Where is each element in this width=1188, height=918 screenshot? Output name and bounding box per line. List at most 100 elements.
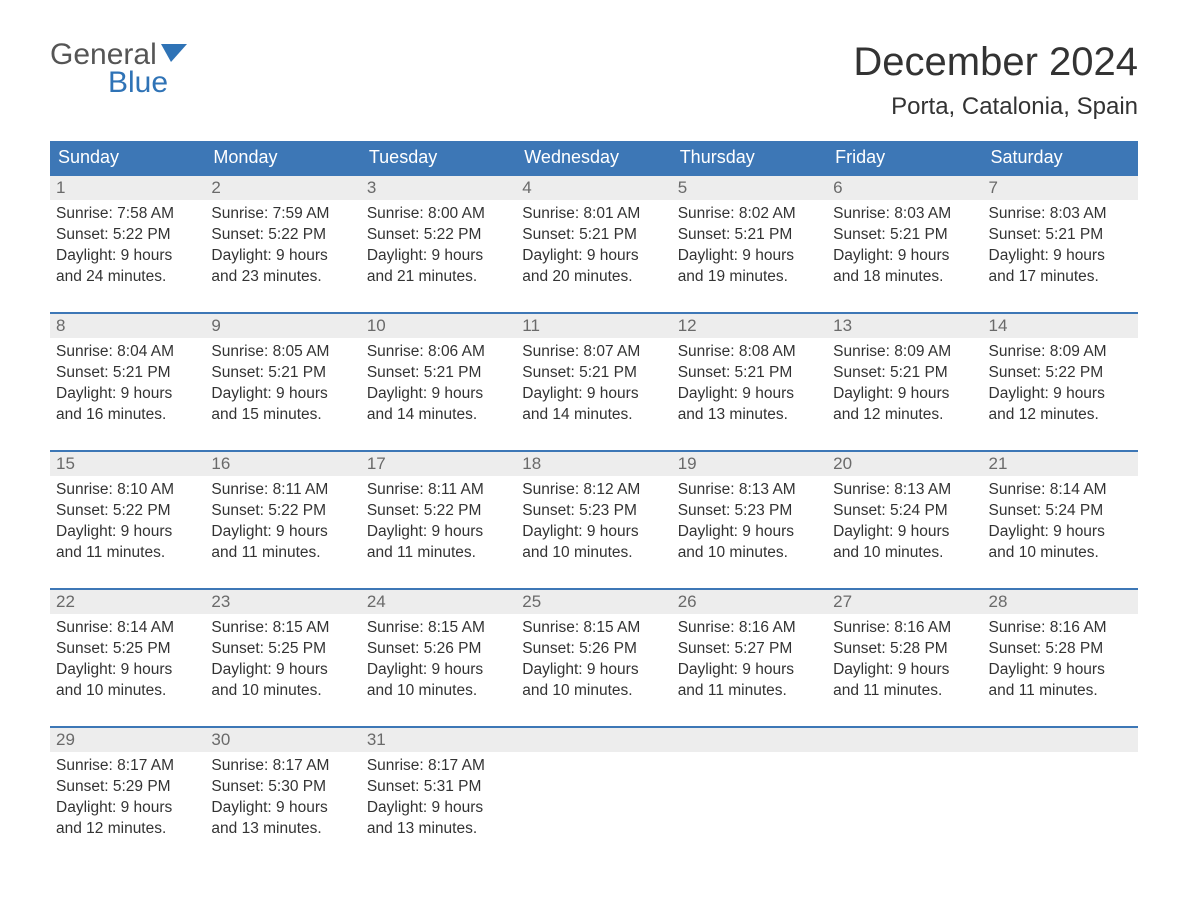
day-cell: 5Sunrise: 8:02 AMSunset: 5:21 PMDaylight… bbox=[672, 176, 827, 296]
day-body: Sunrise: 8:03 AMSunset: 5:21 PMDaylight:… bbox=[827, 200, 982, 292]
daylight-text: Daylight: 9 hours and 21 minutes. bbox=[367, 246, 510, 288]
day-number: 7 bbox=[983, 176, 1138, 200]
day-cell: 2Sunrise: 7:59 AMSunset: 5:22 PMDaylight… bbox=[205, 176, 360, 296]
day-cell: 14Sunrise: 8:09 AMSunset: 5:22 PMDayligh… bbox=[983, 314, 1138, 434]
sunrise-text: Sunrise: 8:07 AM bbox=[522, 342, 665, 363]
day-number: 19 bbox=[672, 452, 827, 476]
day-body: Sunrise: 8:01 AMSunset: 5:21 PMDaylight:… bbox=[516, 200, 671, 292]
day-header-row: SundayMondayTuesdayWednesdayThursdayFrid… bbox=[50, 141, 1138, 174]
day-number: 10 bbox=[361, 314, 516, 338]
sunrise-text: Sunrise: 8:03 AM bbox=[989, 204, 1132, 225]
sunrise-text: Sunrise: 8:17 AM bbox=[56, 756, 199, 777]
daylight-text: Daylight: 9 hours and 24 minutes. bbox=[56, 246, 199, 288]
empty-day-cell bbox=[983, 728, 1138, 848]
day-number: 15 bbox=[50, 452, 205, 476]
daylight-text: Daylight: 9 hours and 11 minutes. bbox=[833, 660, 976, 702]
sunrise-text: Sunrise: 8:04 AM bbox=[56, 342, 199, 363]
sunset-text: Sunset: 5:23 PM bbox=[678, 501, 821, 522]
day-cell: 19Sunrise: 8:13 AMSunset: 5:23 PMDayligh… bbox=[672, 452, 827, 572]
sunrise-text: Sunrise: 8:14 AM bbox=[56, 618, 199, 639]
sunset-text: Sunset: 5:21 PM bbox=[367, 363, 510, 384]
day-header: Thursday bbox=[672, 141, 827, 174]
day-cell: 6Sunrise: 8:03 AMSunset: 5:21 PMDaylight… bbox=[827, 176, 982, 296]
day-cell: 10Sunrise: 8:06 AMSunset: 5:21 PMDayligh… bbox=[361, 314, 516, 434]
sunrise-text: Sunrise: 8:08 AM bbox=[678, 342, 821, 363]
sunrise-text: Sunrise: 8:16 AM bbox=[678, 618, 821, 639]
day-header: Saturday bbox=[983, 141, 1138, 174]
sunrise-text: Sunrise: 8:16 AM bbox=[989, 618, 1132, 639]
day-cell: 7Sunrise: 8:03 AMSunset: 5:21 PMDaylight… bbox=[983, 176, 1138, 296]
daylight-text: Daylight: 9 hours and 19 minutes. bbox=[678, 246, 821, 288]
day-cell: 26Sunrise: 8:16 AMSunset: 5:27 PMDayligh… bbox=[672, 590, 827, 710]
day-body: Sunrise: 8:12 AMSunset: 5:23 PMDaylight:… bbox=[516, 476, 671, 568]
sunrise-text: Sunrise: 8:09 AM bbox=[833, 342, 976, 363]
day-cell: 11Sunrise: 8:07 AMSunset: 5:21 PMDayligh… bbox=[516, 314, 671, 434]
sunrise-text: Sunrise: 8:17 AM bbox=[367, 756, 510, 777]
day-cell: 3Sunrise: 8:00 AMSunset: 5:22 PMDaylight… bbox=[361, 176, 516, 296]
day-body: Sunrise: 8:09 AMSunset: 5:21 PMDaylight:… bbox=[827, 338, 982, 430]
sunset-text: Sunset: 5:24 PM bbox=[833, 501, 976, 522]
sunrise-text: Sunrise: 8:17 AM bbox=[211, 756, 354, 777]
day-number: 27 bbox=[827, 590, 982, 614]
day-number: 13 bbox=[827, 314, 982, 338]
sunrise-text: Sunrise: 8:00 AM bbox=[367, 204, 510, 225]
sunset-text: Sunset: 5:21 PM bbox=[833, 363, 976, 384]
day-cell: 23Sunrise: 8:15 AMSunset: 5:25 PMDayligh… bbox=[205, 590, 360, 710]
day-body: Sunrise: 7:59 AMSunset: 5:22 PMDaylight:… bbox=[205, 200, 360, 292]
day-cell: 24 Sunrise: 8:15 AMSunset: 5:26 PMDayligh… bbox=[361, 590, 516, 710]
day-body: Sunrise: 8:17 AMSunset: 5:31 PMDaylight:… bbox=[361, 752, 516, 844]
sunset-text: Sunset: 5:28 PM bbox=[833, 639, 976, 660]
day-body bbox=[672, 752, 827, 832]
day-cell: 25Sunrise: 8:15 AMSunset: 5:26 PMDayligh… bbox=[516, 590, 671, 710]
day-body: Sunrise: 8:04 AMSunset: 5:21 PMDaylight:… bbox=[50, 338, 205, 430]
sunset-text: Sunset: 5:22 PM bbox=[211, 501, 354, 522]
day-number: 29 bbox=[50, 728, 205, 752]
day-number: 25 bbox=[516, 590, 671, 614]
day-number: 21 bbox=[983, 452, 1138, 476]
sunset-text: Sunset: 5:21 PM bbox=[989, 225, 1132, 246]
day-cell: 17Sunrise: 8:11 AMSunset: 5:22 PMDayligh… bbox=[361, 452, 516, 572]
sunset-text: Sunset: 5:26 PM bbox=[367, 639, 510, 660]
page-header: General Blue December 2024 Porta, Catalo… bbox=[50, 40, 1138, 121]
day-cell: 30Sunrise: 8:17 AMSunset: 5:30 PMDayligh… bbox=[205, 728, 360, 848]
sunset-text: Sunset: 5:27 PM bbox=[678, 639, 821, 660]
day-number bbox=[672, 728, 827, 752]
sunset-text: Sunset: 5:22 PM bbox=[56, 501, 199, 522]
daylight-text: Daylight: 9 hours and 13 minutes. bbox=[678, 384, 821, 426]
day-number: 26 bbox=[672, 590, 827, 614]
day-body: Sunrise: 8:06 AMSunset: 5:21 PMDaylight:… bbox=[361, 338, 516, 430]
sunset-text: Sunset: 5:21 PM bbox=[522, 363, 665, 384]
sunrise-text: Sunrise: 8:15 AM bbox=[367, 618, 510, 639]
day-number: 28 bbox=[983, 590, 1138, 614]
daylight-text: Daylight: 9 hours and 18 minutes. bbox=[833, 246, 976, 288]
sunrise-text: Sunrise: 8:16 AM bbox=[833, 618, 976, 639]
daylight-text: Daylight: 9 hours and 14 minutes. bbox=[367, 384, 510, 426]
day-number: 17 bbox=[361, 452, 516, 476]
day-body: Sunrise: 8:10 AMSunset: 5:22 PMDaylight:… bbox=[50, 476, 205, 568]
day-number: 20 bbox=[827, 452, 982, 476]
day-number: 24 bbox=[361, 590, 516, 614]
sunrise-text: Sunrise: 8:06 AM bbox=[367, 342, 510, 363]
day-number: 8 bbox=[50, 314, 205, 338]
sunrise-text: Sunrise: 8:11 AM bbox=[367, 480, 510, 501]
sunset-text: Sunset: 5:21 PM bbox=[678, 363, 821, 384]
sunset-text: Sunset: 5:31 PM bbox=[367, 777, 510, 798]
day-body: Sunrise: 8:00 AMSunset: 5:22 PMDaylight:… bbox=[361, 200, 516, 292]
daylight-text: Daylight: 9 hours and 23 minutes. bbox=[211, 246, 354, 288]
daylight-text: Daylight: 9 hours and 10 minutes. bbox=[367, 660, 510, 702]
day-body: Sunrise: 8:07 AMSunset: 5:21 PMDaylight:… bbox=[516, 338, 671, 430]
day-header: Tuesday bbox=[361, 141, 516, 174]
sunrise-text: Sunrise: 8:05 AM bbox=[211, 342, 354, 363]
day-cell: 21Sunrise: 8:14 AMSunset: 5:24 PMDayligh… bbox=[983, 452, 1138, 572]
month-title: December 2024 bbox=[853, 40, 1138, 85]
sunrise-text: Sunrise: 8:02 AM bbox=[678, 204, 821, 225]
day-cell: 9Sunrise: 8:05 AMSunset: 5:21 PMDaylight… bbox=[205, 314, 360, 434]
day-body: Sunrise: 8:16 AMSunset: 5:28 PMDaylight:… bbox=[827, 614, 982, 706]
day-header: Wednesday bbox=[516, 141, 671, 174]
day-number bbox=[983, 728, 1138, 752]
day-number: 11 bbox=[516, 314, 671, 338]
day-cell: 27Sunrise: 8:16 AMSunset: 5:28 PMDayligh… bbox=[827, 590, 982, 710]
day-number: 22 bbox=[50, 590, 205, 614]
sunset-text: Sunset: 5:21 PM bbox=[211, 363, 354, 384]
daylight-text: Daylight: 9 hours and 10 minutes. bbox=[211, 660, 354, 702]
